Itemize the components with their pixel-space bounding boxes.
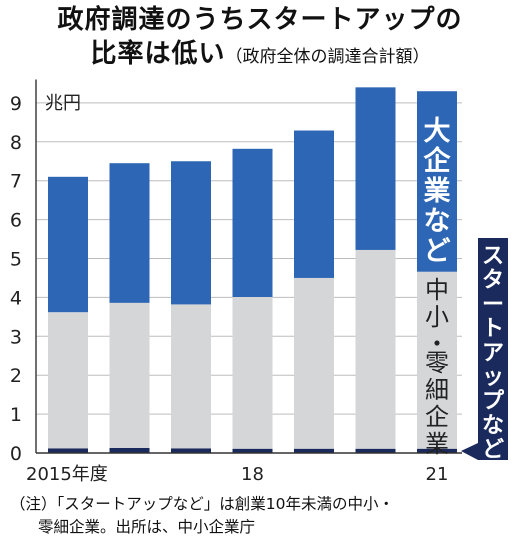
svg-text:な: な <box>424 206 451 237</box>
y-tick-label-5: 5 <box>10 249 22 271</box>
bar-large-0 <box>48 176 88 313</box>
x-tick-label-3: 18 <box>241 464 264 485</box>
svg-text:業: 業 <box>424 176 451 207</box>
svg-text:大: 大 <box>424 116 451 147</box>
svg-text:ト: ト <box>482 317 504 342</box>
bar-startup-0 <box>48 448 88 453</box>
y-tick-label-0: 0 <box>10 443 22 465</box>
footnote: （注）「スタートアップなど」は創業10年未満の中小・ 零細企業。出所は、中小企業… <box>10 493 515 539</box>
svg-text:中: 中 <box>425 276 449 304</box>
y-unit-label: 兆円 <box>45 93 81 114</box>
bar-sme-0 <box>48 312 88 449</box>
bar-startup-1 <box>109 447 150 453</box>
chart-title-line2-main: 比率は低い <box>90 39 226 69</box>
bar-startup-5 <box>355 448 396 453</box>
svg-text:な: な <box>482 413 504 438</box>
svg-text:企: 企 <box>425 403 449 431</box>
svg-text:零: 零 <box>425 349 449 377</box>
label-startup-box <box>478 238 508 460</box>
y-tick-label-3: 3 <box>10 326 22 348</box>
footnote-line2: 零細企業。出所は、中小企業庁 <box>38 518 256 536</box>
y-tick-label-4: 4 <box>10 287 22 309</box>
x-tick-label-6: 21 <box>426 464 449 485</box>
label-sme: 中小・零細企業 <box>425 276 449 458</box>
svg-text:プ: プ <box>482 389 505 414</box>
bar-large-3 <box>232 148 273 298</box>
bar-sme-3 <box>232 297 273 449</box>
svg-text:細: 細 <box>425 376 449 404</box>
bar-sme-2 <box>171 304 211 449</box>
bar-large-6 <box>417 91 457 272</box>
svg-text:ス: ス <box>482 244 504 269</box>
svg-text:業: 業 <box>425 430 449 458</box>
label-startup-pointer <box>461 443 478 460</box>
bar-sme-4 <box>294 277 334 449</box>
chart-subtitle: （政府全体の調達合計額） <box>225 47 430 67</box>
svg-text:ど: ど <box>482 438 504 463</box>
bar-sme-5 <box>355 249 396 449</box>
bar-startup-3 <box>232 448 273 453</box>
svg-text:ど: ど <box>424 236 451 267</box>
bar-startup-6 <box>417 448 457 453</box>
x-tick-label-0: 2015年度 <box>26 464 108 485</box>
chart-title-line2: 比率は低い（政府全体の調達合計額） <box>0 38 520 73</box>
y-tick-label-1: 1 <box>10 404 22 426</box>
y-tick-label-7: 7 <box>10 171 22 193</box>
y-tick-label-8: 8 <box>10 132 22 154</box>
svg-text:ア: ア <box>482 341 504 366</box>
bar-sme-1 <box>109 302 150 448</box>
bar-startup-2 <box>171 448 211 453</box>
y-tick-label-6: 6 <box>10 210 22 232</box>
label-startup: スタートアップなど <box>482 244 505 463</box>
y-tick-label-9: 9 <box>10 93 22 115</box>
svg-text:ッ: ッ <box>482 365 504 390</box>
bar-large-1 <box>109 163 150 303</box>
footnote-line1: （注）「スタートアップなど」は創業10年未満の中小・ <box>10 495 394 513</box>
svg-text:企: 企 <box>424 145 452 177</box>
bar-large-2 <box>171 161 211 305</box>
svg-text:ー: ー <box>482 292 504 317</box>
bar-sme-6 <box>417 271 457 449</box>
y-tick-label-2: 2 <box>10 365 22 387</box>
bar-large-4 <box>294 130 334 278</box>
chart-title: 政府調達のうちスタートアップの <box>57 5 463 35</box>
bar-large-5 <box>355 87 396 250</box>
svg-text:・: ・ <box>425 330 449 358</box>
svg-text:タ: タ <box>482 268 504 293</box>
svg-text:小: 小 <box>425 303 449 331</box>
bar-startup-4 <box>294 448 334 453</box>
